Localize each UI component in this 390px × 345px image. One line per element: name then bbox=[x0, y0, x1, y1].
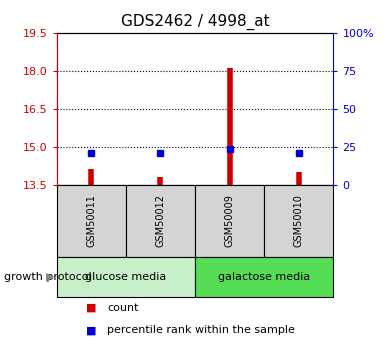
Bar bbox=[57, 185, 126, 257]
Text: GDS2462 / 4998_at: GDS2462 / 4998_at bbox=[121, 14, 269, 30]
Text: GSM50012: GSM50012 bbox=[155, 194, 165, 247]
Bar bbox=[195, 257, 333, 297]
Text: ■: ■ bbox=[86, 325, 96, 335]
Text: GSM50010: GSM50010 bbox=[294, 194, 304, 247]
Bar bbox=[195, 185, 264, 257]
Text: GSM50009: GSM50009 bbox=[225, 194, 235, 247]
Bar bbox=[57, 257, 195, 297]
Text: percentile rank within the sample: percentile rank within the sample bbox=[107, 325, 295, 335]
Bar bbox=[264, 185, 333, 257]
Text: ■: ■ bbox=[86, 303, 96, 313]
Text: galactose media: galactose media bbox=[218, 272, 310, 282]
Text: GSM50011: GSM50011 bbox=[86, 194, 96, 247]
Text: growth protocol: growth protocol bbox=[4, 272, 92, 282]
Text: ▶: ▶ bbox=[46, 272, 54, 282]
Text: glucose media: glucose media bbox=[85, 272, 167, 282]
Bar bbox=[126, 185, 195, 257]
Text: count: count bbox=[107, 303, 139, 313]
